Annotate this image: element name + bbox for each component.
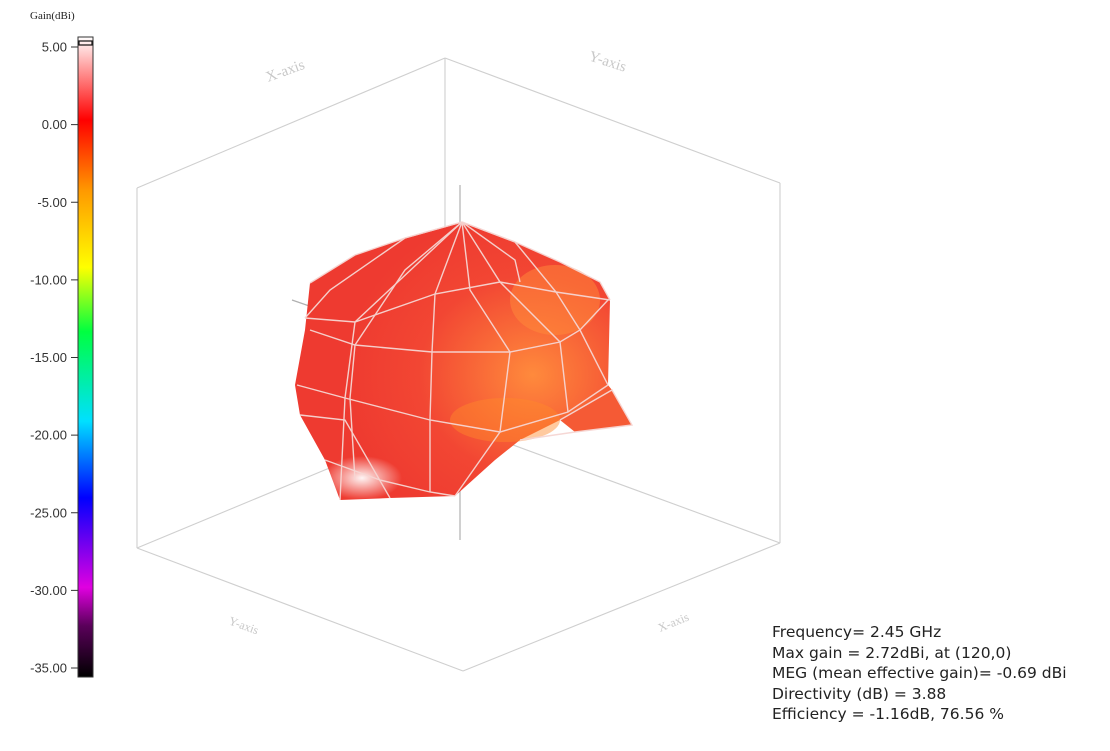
stats-panel: Frequency= 2.45 GHz Max gain = 2.72dBi, … — [772, 622, 1067, 725]
mesh-line — [299, 414, 391, 499]
colorbar-tick-label: -30.00 — [30, 583, 67, 598]
surface-mesh — [296, 221, 634, 501]
mesh-line — [349, 221, 463, 481]
colorbar-tick-label: -20.00 — [30, 428, 67, 443]
radiation-surface — [295, 221, 634, 501]
colorbar-gradient — [77, 36, 94, 678]
axis-box — [136, 57, 781, 672]
mesh-line — [461, 221, 521, 283]
axis-label-front-right: X-axis — [656, 610, 691, 635]
colorbar-tick-label: -15.00 — [30, 350, 67, 365]
colorbar-tick-label: 0.00 — [42, 117, 67, 132]
stat-max-gain: Max gain = 2.72dBi, at (120,0) — [772, 643, 1012, 662]
mesh-line — [304, 221, 463, 319]
mesh-line — [429, 221, 463, 492]
stat-meg: MEG (mean effective gain)= -0.69 dBi — [772, 664, 1067, 682]
axis-label-front-left: Y-axis — [227, 614, 261, 638]
stat-efficiency: Efficiency = -1.16dB, 76.56 % — [772, 705, 1004, 723]
box-edge — [136, 57, 446, 189]
box-edge — [136, 547, 464, 672]
colorbar-tick-label: -35.00 — [30, 661, 67, 676]
mesh-line — [519, 389, 634, 441]
colorbar-max-marker — [78, 40, 93, 46]
box-edge — [444, 57, 781, 184]
surface-orange-patch — [510, 265, 600, 335]
box-edge — [462, 542, 781, 672]
colorbar-tick-label: -25.00 — [30, 505, 67, 520]
mesh-line — [454, 221, 511, 497]
mesh-line — [304, 281, 611, 323]
colorbar-tick-label: -10.00 — [30, 272, 67, 287]
mesh-line — [324, 459, 456, 497]
mesh-line — [461, 221, 609, 386]
axis-label-back-left: X-axis — [264, 57, 307, 86]
colorbar: 5.00 0.00 -5.00 -10.00 -15.00 -20.00 -25.00 -30… — [30, 36, 94, 678]
colorbar-title: Gain(dBi) — [30, 10, 75, 22]
surface-wing — [560, 390, 632, 432]
mesh-line — [461, 221, 569, 413]
colorbar-tick-label: -5.00 — [37, 195, 67, 210]
axis-label-back-right: Y-axis — [587, 49, 629, 76]
mesh-line — [339, 221, 463, 501]
surface-orange-patch — [450, 398, 560, 442]
stat-directivity: Directivity (dB) = 3.88 — [772, 684, 947, 703]
colorbar-tick-label: 5.00 — [42, 40, 67, 55]
mesh-line — [296, 384, 609, 433]
stat-frequency: Frequency= 2.45 GHz — [772, 623, 942, 641]
